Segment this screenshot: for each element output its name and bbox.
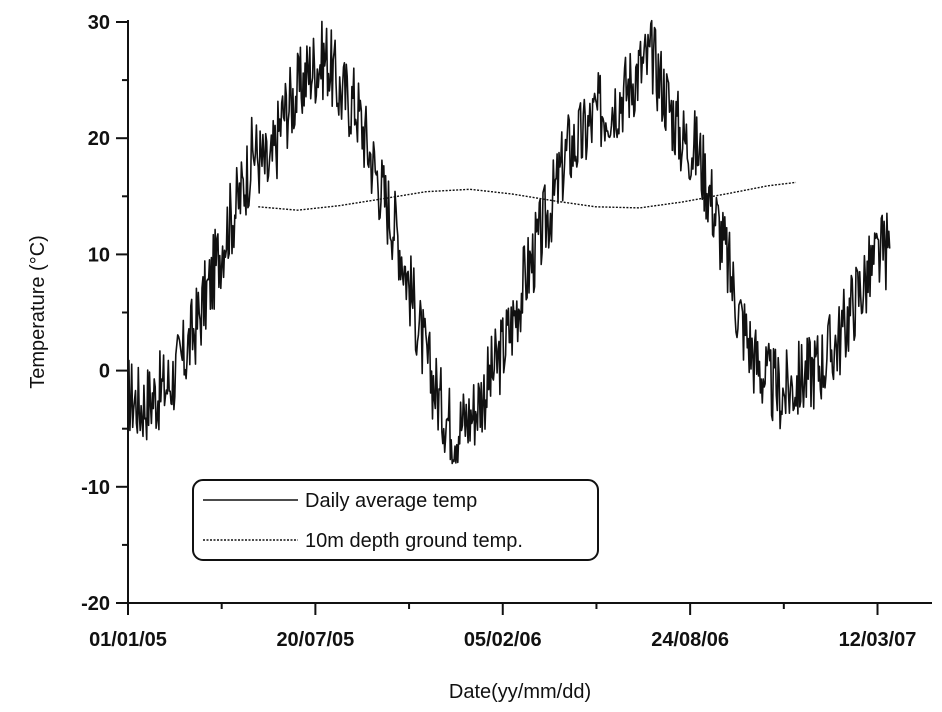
x-tick-label: 20/07/05 [276,629,354,651]
y-axis-title: Temperature (°C) [27,235,49,389]
series-line-10m-depth [258,181,797,211]
legend: Daily average temp 10m depth ground temp. [192,479,599,561]
x-tick-label: 01/01/05 [89,629,167,651]
legend-label: Daily average temp [305,490,477,512]
y-tick-label: -10 [81,477,110,499]
y-tick-label: 10 [88,244,110,266]
x-tick-label: 24/08/06 [651,629,729,651]
y-tick-label: 30 [88,12,110,34]
legend-label: 10m depth ground temp. [305,530,523,552]
y-tick-label: 0 [99,361,110,383]
x-axis-title: Date(yy/mm/dd) [449,681,591,703]
y-tick-label: 20 [88,128,110,150]
x-tick-label: 12/03/07 [839,629,917,651]
x-tick-label: 05/02/06 [464,629,542,651]
plot-lines [127,19,891,465]
y-tick-label: -20 [81,593,110,615]
series-line-daily-average [127,19,891,465]
axes: -20 -10 0 10 20 30 01/01/05 20/07/05 05/02/06 24/… [81,12,932,651]
